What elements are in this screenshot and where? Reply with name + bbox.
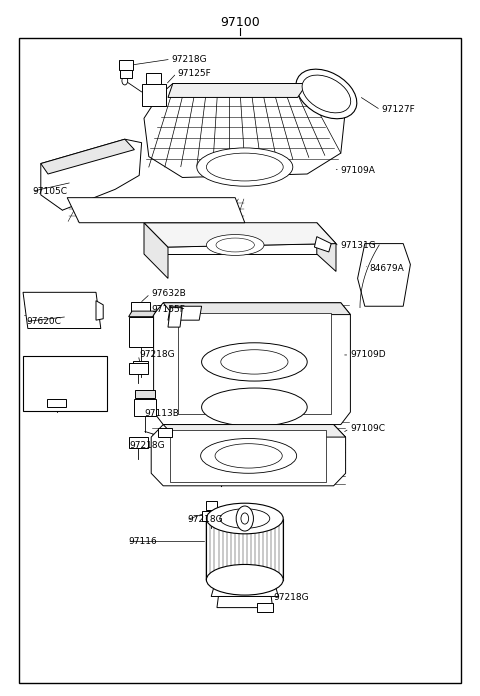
Polygon shape <box>178 313 331 414</box>
Polygon shape <box>158 428 172 437</box>
Circle shape <box>122 77 128 85</box>
Text: 97155F: 97155F <box>151 305 185 313</box>
Text: 97125F: 97125F <box>178 69 211 77</box>
Polygon shape <box>314 237 331 252</box>
Polygon shape <box>135 390 155 398</box>
Polygon shape <box>144 223 317 254</box>
Polygon shape <box>142 84 166 106</box>
Polygon shape <box>144 223 168 278</box>
Text: 97109D: 97109D <box>350 351 386 359</box>
Polygon shape <box>96 301 103 320</box>
Text: 97620C: 97620C <box>26 317 61 326</box>
Polygon shape <box>146 73 161 84</box>
Polygon shape <box>119 60 133 70</box>
Polygon shape <box>41 139 134 174</box>
Text: 97218G: 97218G <box>139 351 175 359</box>
Polygon shape <box>41 139 142 210</box>
Text: 97218G: 97218G <box>172 55 207 63</box>
Polygon shape <box>163 303 350 315</box>
Polygon shape <box>168 84 307 97</box>
Ellipse shape <box>202 388 307 426</box>
Ellipse shape <box>197 148 293 186</box>
Ellipse shape <box>206 153 283 181</box>
Text: 97113B: 97113B <box>144 409 179 418</box>
Ellipse shape <box>206 235 264 255</box>
Polygon shape <box>144 84 346 177</box>
Polygon shape <box>134 399 156 416</box>
Polygon shape <box>151 425 346 486</box>
Polygon shape <box>129 437 148 448</box>
Polygon shape <box>202 511 221 521</box>
Ellipse shape <box>220 509 270 528</box>
Text: 97109A: 97109A <box>341 166 376 175</box>
Text: AIR CON): AIR CON) <box>43 374 87 383</box>
Ellipse shape <box>221 349 288 374</box>
Ellipse shape <box>216 238 254 252</box>
Polygon shape <box>129 363 148 374</box>
Polygon shape <box>144 223 336 247</box>
Text: 97105C: 97105C <box>33 187 68 196</box>
Text: 97632B: 97632B <box>151 290 186 298</box>
Polygon shape <box>217 596 273 608</box>
Polygon shape <box>67 198 245 223</box>
Text: 97218G: 97218G <box>274 593 309 601</box>
Text: 97176E: 97176E <box>48 386 81 394</box>
Circle shape <box>236 506 253 531</box>
Text: 97218G: 97218G <box>130 441 165 450</box>
Polygon shape <box>163 425 346 437</box>
Text: (FULL AUTO: (FULL AUTO <box>36 365 93 373</box>
Ellipse shape <box>302 75 351 113</box>
Ellipse shape <box>215 444 282 468</box>
Ellipse shape <box>206 503 283 534</box>
FancyBboxPatch shape <box>23 356 107 411</box>
Text: 97116: 97116 <box>128 537 157 546</box>
Ellipse shape <box>206 564 283 595</box>
Polygon shape <box>154 303 350 425</box>
Polygon shape <box>170 430 326 482</box>
Polygon shape <box>133 361 148 370</box>
Circle shape <box>241 513 249 524</box>
Polygon shape <box>317 223 336 271</box>
Polygon shape <box>47 399 66 407</box>
Polygon shape <box>257 603 273 612</box>
Text: 84679A: 84679A <box>370 264 404 273</box>
Polygon shape <box>211 588 278 596</box>
Text: 97131G: 97131G <box>341 242 376 250</box>
Polygon shape <box>131 302 150 313</box>
Polygon shape <box>129 311 156 317</box>
Polygon shape <box>168 308 182 327</box>
FancyBboxPatch shape <box>19 38 461 683</box>
Ellipse shape <box>296 69 357 119</box>
Polygon shape <box>358 244 410 306</box>
Text: 97127F: 97127F <box>382 106 415 114</box>
Polygon shape <box>120 70 132 78</box>
Ellipse shape <box>201 438 297 473</box>
Text: 97109C: 97109C <box>350 425 385 433</box>
Polygon shape <box>206 501 217 510</box>
Polygon shape <box>168 306 202 320</box>
Ellipse shape <box>202 342 307 381</box>
Polygon shape <box>129 317 153 347</box>
Text: 97100: 97100 <box>220 16 260 29</box>
Text: 97218G: 97218G <box>187 516 223 524</box>
Polygon shape <box>23 292 101 329</box>
